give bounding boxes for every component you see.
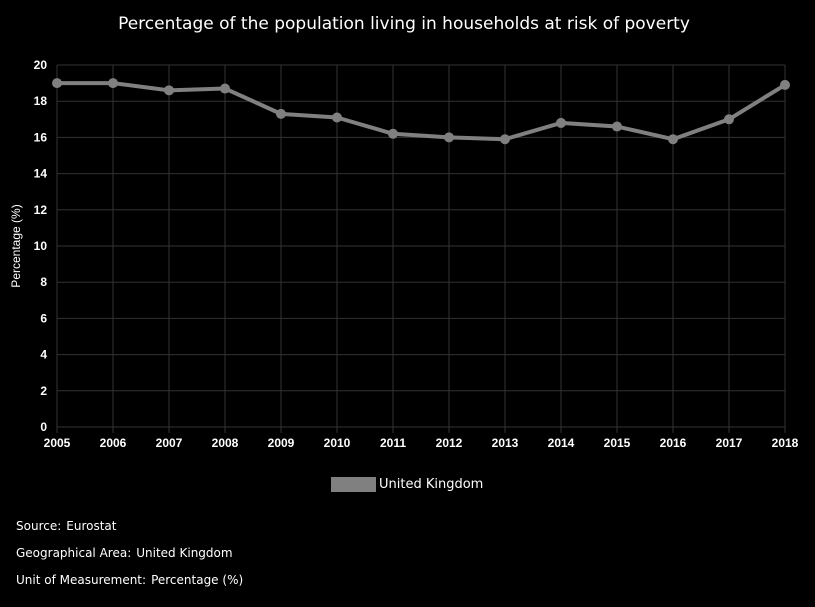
- unit-label: Unit of Measurement:: [16, 573, 147, 587]
- x-tick-label: 2011: [380, 436, 406, 450]
- x-tick-label: 2006: [100, 436, 127, 450]
- data-point[interactable]: [668, 134, 678, 145]
- data-point[interactable]: [220, 83, 230, 94]
- y-tick-label: 2: [40, 384, 47, 398]
- source-label: Source:: [16, 519, 62, 533]
- y-tick-label: 0: [40, 420, 47, 434]
- x-tick-label: 2013: [492, 436, 519, 450]
- legend-label: United Kingdom: [379, 477, 483, 492]
- geographical-area-line: Geographical Area: United Kingdom: [16, 546, 233, 560]
- unit-value: Percentage (%): [151, 573, 244, 587]
- data-point[interactable]: [444, 132, 454, 143]
- data-point[interactable]: [556, 117, 566, 128]
- data-point[interactable]: [52, 78, 62, 89]
- data-point[interactable]: [276, 108, 286, 119]
- series-layer: [52, 78, 790, 145]
- geographical-area-value: United Kingdom: [136, 546, 233, 560]
- y-tick-label: 4: [40, 348, 47, 362]
- data-point[interactable]: [388, 128, 398, 139]
- x-tick-label: 2018: [772, 436, 799, 450]
- data-point[interactable]: [724, 114, 734, 125]
- x-tick-label: 2016: [660, 436, 687, 450]
- y-tick-label: 18: [34, 94, 48, 108]
- data-point[interactable]: [108, 78, 118, 89]
- y-tick-label: 10: [34, 239, 48, 253]
- x-axis-ticks: 2005 2006 2007 2008 2009 2010 2011 2012 2013 2014…: [44, 436, 799, 450]
- grid-lines: [56, 64, 786, 433]
- x-tick-label: 2012: [436, 436, 463, 450]
- chart-title: Percentage of the population living in h…: [118, 14, 690, 34]
- y-axis-ticks: 0 2 4 6 8 10 12 14 16 18 20: [34, 58, 48, 434]
- y-tick-label: 6: [40, 311, 47, 325]
- unit-line: Unit of Measurement: Percentage (%): [16, 573, 243, 587]
- y-axis-label: Percentage (%): [9, 204, 23, 287]
- x-tick-label: 2009: [268, 436, 295, 450]
- x-tick-label: 2008: [212, 436, 239, 450]
- source-value: Eurostat: [66, 519, 117, 533]
- data-point[interactable]: [780, 79, 790, 90]
- y-tick-label: 14: [34, 167, 48, 181]
- y-tick-label: 12: [34, 203, 48, 217]
- x-tick-label: 2010: [324, 436, 351, 450]
- x-tick-label: 2015: [604, 436, 631, 450]
- data-point[interactable]: [164, 85, 174, 96]
- x-tick-label: 2014: [548, 436, 575, 450]
- data-point[interactable]: [500, 134, 510, 145]
- source-line: Source: Eurostat: [16, 519, 116, 533]
- series-line: [57, 81, 787, 142]
- y-tick-label: 20: [34, 58, 48, 72]
- legend-swatch: [331, 477, 376, 492]
- data-point[interactable]: [332, 112, 342, 123]
- geographical-area-label: Geographical Area:: [16, 546, 132, 560]
- x-tick-label: 2017: [716, 436, 743, 450]
- x-tick-label: 2007: [156, 436, 183, 450]
- y-tick-label: 8: [40, 275, 47, 289]
- chart: Percentage of the population living in h…: [9, 14, 799, 492]
- x-tick-label: 2005: [44, 436, 71, 450]
- y-tick-label: 16: [34, 130, 48, 144]
- data-point[interactable]: [612, 121, 622, 132]
- legend[interactable]: United Kingdom: [331, 477, 483, 492]
